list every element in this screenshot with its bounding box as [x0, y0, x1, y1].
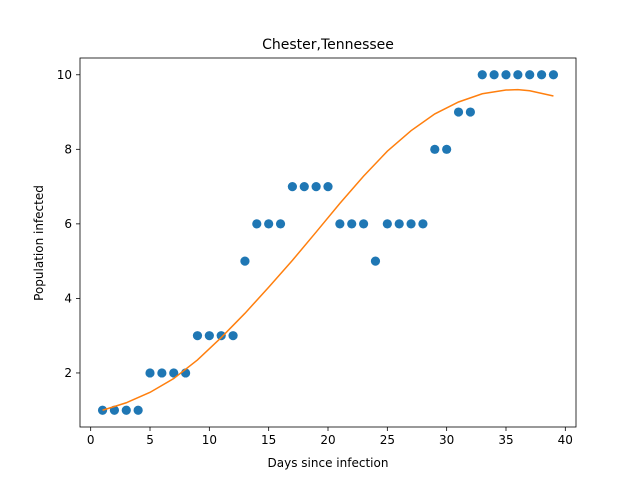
data-point [287, 181, 297, 192]
data-point [477, 70, 487, 80]
y-tick-label: 2 [64, 366, 72, 380]
data-point [264, 219, 274, 229]
data-point [228, 331, 238, 341]
data-point [442, 144, 452, 154]
x-tick-label: 15 [261, 433, 276, 447]
x-tick-label: 30 [439, 433, 454, 447]
data-point [382, 219, 392, 229]
data-point [536, 70, 547, 80]
data-point [299, 181, 309, 192]
data-point [359, 219, 369, 229]
data-point [145, 368, 155, 378]
data-point [430, 144, 440, 154]
data-point [157, 368, 167, 378]
data-point [216, 331, 226, 341]
y-tick-label: 4 [64, 291, 72, 305]
x-tick-label: 0 [87, 433, 95, 447]
data-point [204, 331, 214, 341]
y-tick-label: 8 [64, 142, 72, 156]
x-tick-label: 10 [202, 433, 217, 447]
data-point [394, 219, 404, 229]
chart-title: Chester,Tennessee [262, 37, 394, 53]
x-tick-label: 5 [146, 433, 154, 447]
data-point [133, 405, 143, 415]
x-tick-label: 20 [320, 433, 335, 447]
y-tick-label: 10 [57, 68, 72, 82]
data-point [406, 219, 416, 229]
x-tick-label: 25 [380, 433, 395, 447]
data-point [418, 219, 428, 229]
y-axis-label: Population infected [32, 185, 46, 301]
data-point [513, 70, 523, 80]
x-tick-label: 40 [558, 433, 573, 447]
fit-curve-line [102, 88, 554, 411]
data-point [370, 256, 381, 266]
data-point [501, 70, 511, 80]
data-point [121, 405, 131, 415]
data-point [548, 70, 559, 80]
data-point [335, 219, 345, 229]
x-tick-label: 35 [498, 433, 513, 447]
data-point [453, 107, 464, 117]
data-point [252, 219, 262, 229]
data-point [169, 368, 179, 378]
data-point [323, 181, 333, 192]
plot-area [97, 70, 559, 415]
data-point [275, 219, 286, 229]
data-point [489, 70, 499, 80]
data-point [311, 181, 321, 192]
data-point [525, 70, 535, 80]
data-point [347, 219, 357, 229]
axes: 0 5 10 15 20 25 30 35 40 2 4 6 8 10 [57, 57, 577, 447]
data-point [465, 107, 475, 117]
data-point [192, 331, 203, 341]
y-tick-label: 6 [64, 217, 72, 231]
x-axis-label: Days since infection [268, 456, 389, 470]
data-point [240, 256, 250, 266]
